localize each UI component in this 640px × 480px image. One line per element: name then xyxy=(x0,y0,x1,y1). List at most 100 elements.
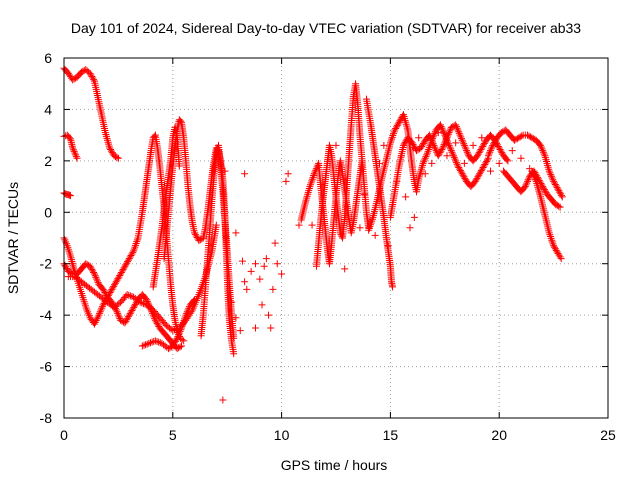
data-point xyxy=(129,305,137,313)
data-point xyxy=(557,191,565,199)
data-point xyxy=(440,129,448,137)
data-point xyxy=(497,129,505,137)
data-point xyxy=(421,170,429,178)
data-point xyxy=(523,131,531,139)
data-point xyxy=(185,304,193,312)
data-point xyxy=(113,308,121,316)
data-point xyxy=(180,337,188,345)
data-point xyxy=(196,236,204,244)
data-point xyxy=(232,229,240,237)
y-tick-label: 4 xyxy=(44,101,52,117)
data-point xyxy=(99,301,107,309)
data-point xyxy=(553,184,561,192)
data-point xyxy=(129,248,137,256)
data-point xyxy=(451,155,459,163)
data-point xyxy=(70,147,78,155)
data-point xyxy=(376,159,384,167)
data-point xyxy=(122,261,130,269)
data-point xyxy=(550,243,558,251)
data-point xyxy=(439,144,447,152)
data-point xyxy=(67,269,75,277)
data-point xyxy=(164,345,172,353)
data-point xyxy=(152,318,160,326)
x-tick-label: 15 xyxy=(383,427,399,443)
grid-layer xyxy=(64,58,608,418)
data-point xyxy=(153,338,161,345)
data-point xyxy=(142,341,150,349)
data-point xyxy=(114,309,122,317)
data-point xyxy=(512,135,520,143)
data-point xyxy=(154,321,162,329)
data-point xyxy=(491,137,499,145)
data-point xyxy=(195,237,203,245)
data-point xyxy=(170,326,178,334)
data-point xyxy=(550,179,558,187)
data-point xyxy=(477,146,485,154)
y-tick-label: 6 xyxy=(44,50,52,66)
data-point xyxy=(469,141,477,149)
data-point xyxy=(427,135,435,143)
data-point xyxy=(480,139,488,147)
axis-layer: 0 5 10 15 20 25 -8 -6 -4 -2 0 2 4 6 xyxy=(40,50,616,443)
data-point xyxy=(243,285,251,293)
data-point xyxy=(395,118,403,126)
data-point xyxy=(88,265,96,273)
data-point xyxy=(153,319,161,327)
data-point xyxy=(332,141,340,149)
data-point xyxy=(452,159,460,167)
data-point xyxy=(69,144,77,152)
data-point xyxy=(150,132,158,140)
data-point xyxy=(436,121,444,129)
data-point xyxy=(94,313,102,321)
data-point xyxy=(428,136,436,144)
data-point xyxy=(169,327,177,335)
data-point xyxy=(428,138,436,146)
data-point xyxy=(136,298,144,306)
data-point xyxy=(555,187,563,195)
data-point xyxy=(69,76,77,84)
data-point xyxy=(145,339,153,347)
data-point xyxy=(515,134,523,142)
data-point xyxy=(409,140,417,148)
x-tick-label: 25 xyxy=(600,427,616,443)
data-point xyxy=(93,275,101,283)
data-point xyxy=(434,152,442,160)
data-point xyxy=(439,128,447,136)
data-point xyxy=(431,143,439,151)
data-point xyxy=(447,145,455,153)
data-point xyxy=(402,193,410,201)
data-point xyxy=(520,184,528,192)
data-point xyxy=(228,298,236,306)
data-point xyxy=(121,262,129,270)
data-point xyxy=(278,270,286,278)
data-point xyxy=(124,258,132,266)
data-point xyxy=(475,171,483,179)
data-point xyxy=(151,315,159,323)
data-point xyxy=(391,126,399,134)
data-point xyxy=(539,183,547,191)
data-point xyxy=(125,311,133,319)
data-point xyxy=(556,253,564,261)
data-point xyxy=(478,144,486,152)
data-point xyxy=(438,146,446,154)
data-point xyxy=(230,350,238,358)
data-point xyxy=(538,145,546,153)
data-point xyxy=(138,342,146,350)
data-point xyxy=(262,255,270,263)
data-point xyxy=(429,140,437,148)
data-point xyxy=(106,144,114,152)
data-point xyxy=(441,139,449,147)
data-point xyxy=(461,174,469,182)
data-point xyxy=(461,143,469,151)
data-point xyxy=(549,176,557,184)
data-point xyxy=(455,129,463,137)
data-point xyxy=(102,290,110,298)
data-point xyxy=(517,154,525,162)
data-point xyxy=(558,193,566,201)
data-point xyxy=(172,336,180,344)
data-point xyxy=(89,74,97,82)
data-point xyxy=(483,156,491,164)
data-point xyxy=(420,156,428,164)
data-point xyxy=(124,313,132,321)
data-point xyxy=(86,262,94,270)
